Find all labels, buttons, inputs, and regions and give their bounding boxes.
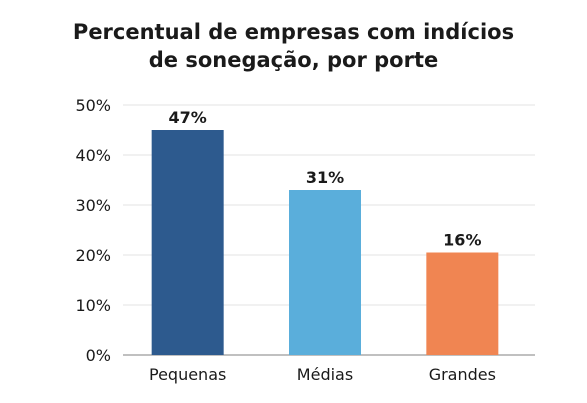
y-tick-label: 40% (75, 146, 111, 165)
category-label: Pequenas (149, 365, 226, 384)
y-tick-label: 30% (75, 196, 111, 215)
bar-grandes (426, 252, 499, 355)
y-tick-label: 0% (86, 346, 111, 365)
bars (151, 130, 499, 355)
data-label: 47% (169, 108, 207, 127)
x-axis: Pequenas Médias Grandes (149, 365, 496, 384)
data-label: 31% (306, 168, 344, 187)
bar-pequenas (151, 130, 224, 355)
y-tick-label: 10% (75, 296, 111, 315)
chart-title-line-1: Percentual de empresas com indícios (72, 20, 515, 44)
category-label: Médias (297, 365, 353, 384)
data-label: 16% (443, 231, 481, 250)
data-labels: 47% 31% 16% (169, 108, 482, 250)
bar-médias (289, 190, 361, 355)
chart-title: Percentual de empresas com indícios de s… (0, 18, 587, 74)
chart-title-line-2: de sonegação, por porte (148, 48, 439, 72)
y-tick-label: 20% (75, 246, 111, 265)
y-tick-label: 50% (75, 96, 111, 115)
category-label: Grandes (429, 365, 496, 384)
